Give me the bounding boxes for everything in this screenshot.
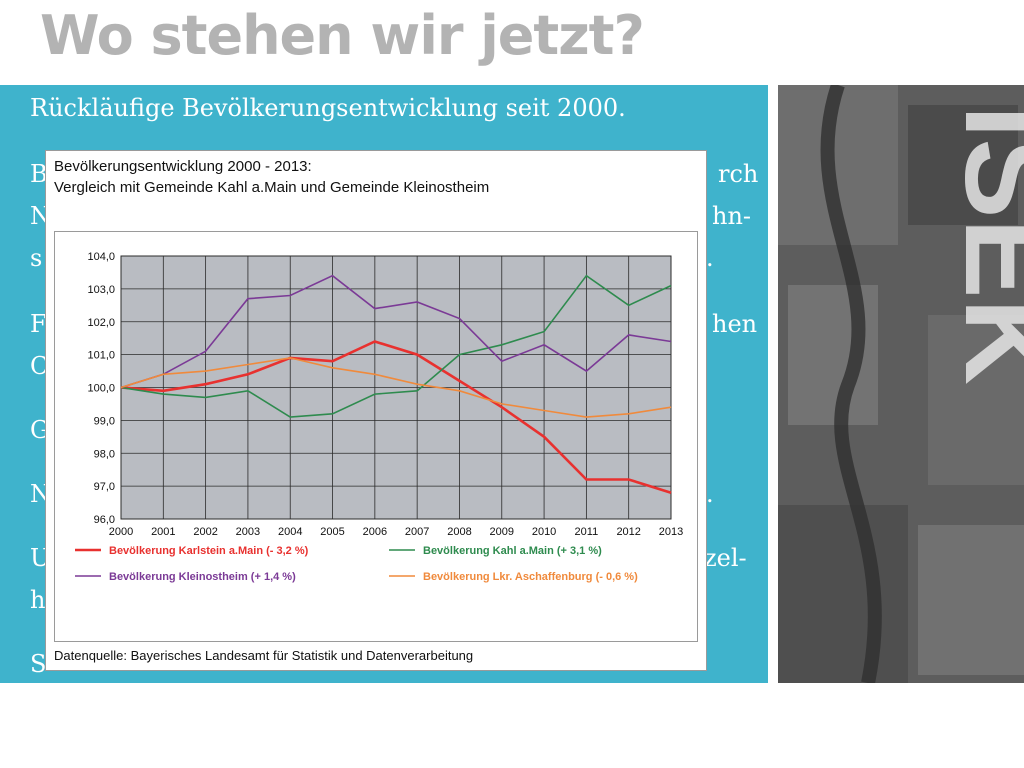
bullet-line: s: [30, 244, 43, 272]
legend-label: Bevölkerung Kleinostheim (+ 1,4 %): [109, 571, 296, 583]
bullet-line: hn-: [712, 202, 752, 230]
bullet-line: zel-: [704, 544, 747, 572]
aerial-photo-image: ISEK: [778, 85, 1024, 683]
x-tick-label: 2010: [532, 526, 556, 538]
y-tick-label: 103,0: [87, 284, 115, 296]
x-tick-label: 2004: [278, 526, 302, 538]
x-tick-label: 2011: [575, 526, 599, 538]
chart-title-line2: Vergleich mit Gemeinde Kahl a.Main und G…: [54, 179, 490, 196]
bullet-line: .: [706, 244, 714, 272]
legend-label: Bevölkerung Lkr. Aschaffenburg (- 0,6 %): [423, 571, 638, 583]
plot-frame: 96,0 97,0 98,0 99,0 100,0 101,0 102,0 103,0 104,…: [54, 231, 698, 642]
line-chart: 96,0 97,0 98,0 99,0 100,0 101,0 102,0 103,0 104,…: [75, 251, 683, 583]
series-line: [120, 274, 672, 418]
y-tick-label: 97,0: [94, 481, 115, 493]
x-tick-label: 2012: [616, 526, 640, 538]
bullet-line: .: [706, 480, 714, 508]
y-tick-label: 101,0: [87, 350, 115, 362]
chart-card: Bevölkerungsentwicklung 2000 - 2013: Ver…: [45, 150, 707, 671]
x-tick-label: 2001: [151, 526, 175, 538]
series-line: [120, 274, 672, 389]
y-tick-label: 100,0: [87, 383, 115, 395]
y-tick-label: 104,0: [87, 251, 115, 263]
x-tick-label: 2002: [193, 526, 217, 538]
chart-title-line1: Bevölkerungsentwicklung 2000 - 2013:: [54, 158, 312, 175]
x-tick-label: 2009: [490, 526, 514, 538]
x-tick-label: 2000: [109, 526, 133, 538]
bullet-line: F: [30, 310, 47, 338]
legend-label: Bevölkerung Kahl a.Main (+ 3,1 %): [423, 545, 602, 557]
bullet-line: hen: [712, 310, 758, 338]
bullet-line: B: [30, 160, 48, 188]
series-line: [120, 340, 672, 494]
y-tick-label: 96,0: [94, 514, 115, 526]
x-tick-label: 2007: [405, 526, 429, 538]
y-tick-label: 102,0: [87, 317, 115, 329]
x-tick-label: 2006: [363, 526, 387, 538]
bullet-line: Rückläufige Bevölkerungsentwicklung seit…: [30, 94, 626, 122]
bullet-line: S: [30, 650, 47, 678]
x-tick-label: 2003: [236, 526, 260, 538]
slide-title: Wo stehen wir jetzt?: [40, 4, 645, 67]
x-tick-label: 2008: [447, 526, 471, 538]
data-source-note: Datenquelle: Bayerisches Landesamt für S…: [54, 648, 474, 663]
y-tick-label: 98,0: [94, 448, 115, 460]
bullet-line: h: [30, 586, 46, 614]
x-tick-label: 2005: [320, 526, 344, 538]
legend-label: Bevölkerung Karlstein a.Main (- 3,2 %): [109, 545, 309, 557]
x-tick-label: 2013: [659, 526, 683, 538]
isek-label: ISEK: [940, 105, 1024, 385]
series-line: [120, 357, 672, 418]
aerial-photo: ISEK: [778, 85, 1024, 683]
bullet-line: C: [30, 352, 49, 380]
y-tick-label: 99,0: [94, 415, 115, 427]
bullet-line: G: [30, 416, 50, 444]
bullet-line: rch: [718, 160, 759, 188]
